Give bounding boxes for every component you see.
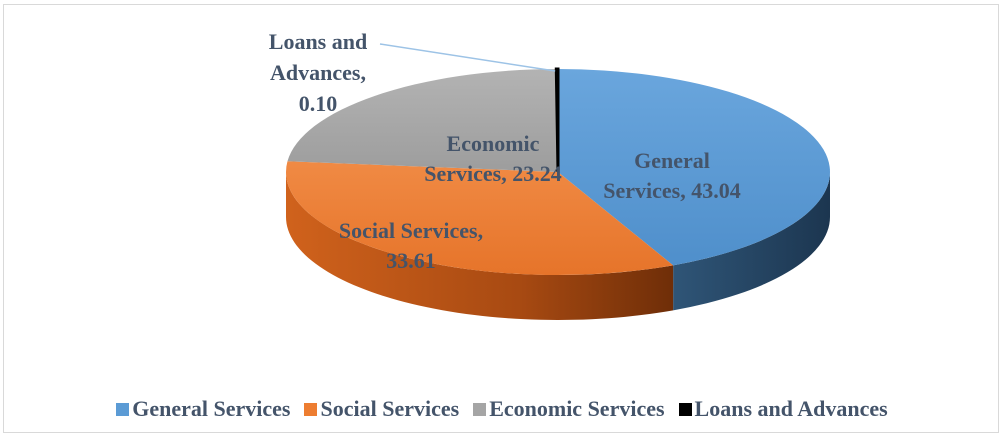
- legend-swatch: [473, 402, 487, 416]
- pie-tops: [286, 67, 831, 275]
- legend-item-loans-and-advances: Loans and Advances: [678, 396, 888, 422]
- leader-line-loans-and-advances: [379, 43, 556, 72]
- pie-sides: [286, 172, 831, 320]
- pie-slice-social-services: [286, 161, 674, 275]
- legend-swatch: [304, 402, 318, 416]
- legend-swatch: [116, 402, 130, 416]
- data-labels: General Services, 43.04 Social Services, 33…: [269, 29, 741, 273]
- legend-label: General Services: [132, 396, 291, 421]
- pie-slice-economic-services: [287, 69, 558, 172]
- data-label-line: Loans and: [269, 29, 367, 54]
- pie-slice-general-services: [558, 69, 831, 266]
- leader-lines: [379, 43, 556, 72]
- data-label-line: Advances,: [270, 60, 366, 85]
- legend-label: Loans and Advances: [694, 396, 888, 421]
- legend-label: Economic Services: [489, 396, 665, 421]
- data-label-line: Social Services,: [339, 218, 483, 243]
- data-label-loans-and-advances: Loans and Advances, 0.10: [269, 29, 367, 116]
- legend-swatch: [678, 402, 692, 416]
- data-label-line: Economic: [447, 131, 540, 156]
- legend-label: Social Services: [320, 396, 460, 421]
- data-label-economic-services: Economic Services, 23.24: [424, 131, 561, 186]
- legend-item-social-services: Social Services: [304, 396, 459, 422]
- legend-item-general-services: General Services: [116, 396, 290, 422]
- pie-slice-loans-and-advances: [554, 67, 560, 173]
- legend: General Services Social Services Economic …: [0, 396, 1004, 422]
- pie-side-general-services: [673, 172, 831, 311]
- data-label-line: 33.61: [386, 248, 436, 273]
- data-label-line: Services, 23.24: [424, 161, 561, 186]
- data-label-line: Services, 43.04: [603, 178, 740, 203]
- data-label-line: 0.10: [299, 91, 338, 116]
- data-label-social-services: Social Services, 33.61: [339, 218, 483, 273]
- data-label-general-services: General Services, 43.04: [603, 148, 740, 203]
- legend-item-economic-services: Economic Services: [473, 396, 665, 422]
- data-label-line: General: [634, 148, 710, 173]
- pie-side-social-services: [286, 172, 674, 320]
